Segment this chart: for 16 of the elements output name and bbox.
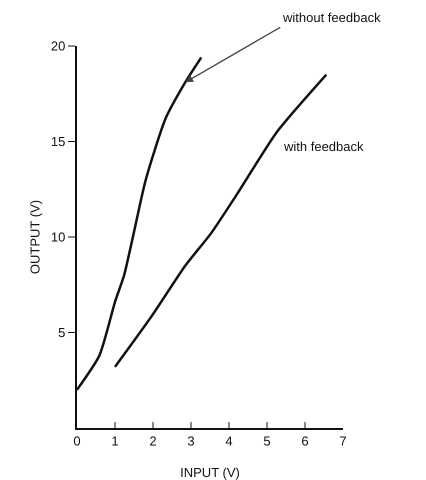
x-tick-label: 6 bbox=[301, 434, 309, 449]
x-tick-label: 2 bbox=[149, 434, 157, 449]
x-tick-label: 3 bbox=[187, 434, 195, 449]
y-tick-label: 5 bbox=[58, 325, 66, 340]
y-tick-label: 20 bbox=[50, 38, 66, 54]
x-tick-label: 1 bbox=[111, 434, 119, 449]
x-tick-label: 5 bbox=[263, 434, 271, 449]
x-axis-title: INPUT (V) bbox=[180, 465, 240, 480]
x-tick-label: 7 bbox=[339, 434, 347, 449]
x-tick-label: 4 bbox=[225, 434, 233, 449]
y-tick-label: 15 bbox=[50, 134, 66, 150]
series-label: with feedback bbox=[283, 139, 364, 154]
text: without feedback bbox=[282, 10, 382, 25]
y-axis-title: OUTPUT (V) bbox=[27, 200, 42, 274]
x-tick-label: 0 bbox=[73, 434, 81, 449]
y-tick-label: 10 bbox=[50, 230, 66, 245]
